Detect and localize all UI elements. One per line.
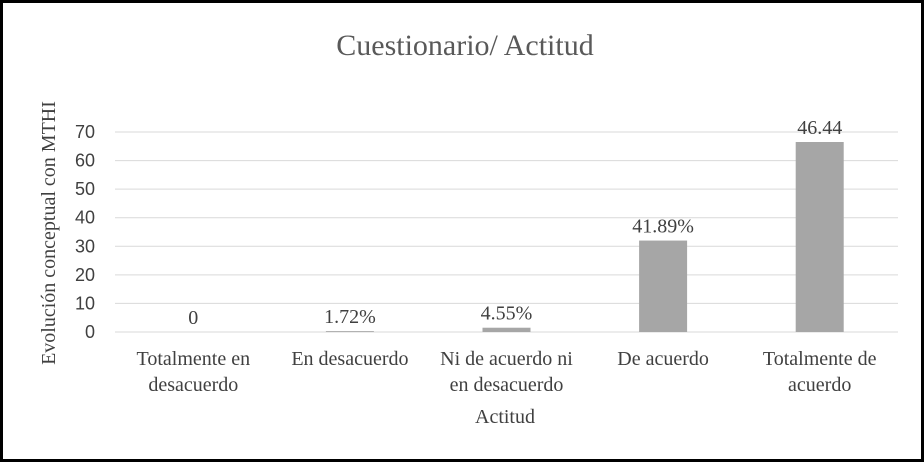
category-label-4: Totalmente de	[763, 348, 877, 370]
bars	[325, 142, 844, 332]
chart-title: Cuestionario/ Actitud	[336, 29, 593, 62]
data-label-0: 0	[188, 307, 198, 329]
x-axis-title: Actitud	[475, 406, 535, 428]
y-tick-label: 30	[75, 236, 95, 256]
category-label-3: De acuerdo	[617, 348, 709, 370]
data-label-4: 46.44	[797, 117, 842, 139]
y-tick-label: 70	[75, 122, 95, 142]
category-label-2: en desacuerdo	[450, 374, 564, 396]
category-label-0: desacuerdo	[148, 374, 238, 396]
data-label-1: 1.72%	[324, 306, 376, 328]
y-tick-label: 0	[85, 322, 95, 342]
data-label-2: 4.55%	[481, 303, 533, 325]
category-label-1: En desacuerdo	[291, 348, 408, 370]
data-label-3: 41.89%	[632, 216, 694, 238]
bar-2	[482, 327, 531, 332]
category-label-0: Totalmente en	[137, 348, 251, 370]
bar-1	[325, 331, 374, 332]
data-labels: 0 1.72% 4.55% 41.89% 46.44	[188, 117, 842, 329]
bar-chart: Cuestionario/ Actitud 0 10 20 30 40 50 60 70 0 1…	[38, 29, 898, 428]
bar-4	[795, 142, 844, 332]
category-label-4: acuerdo	[788, 374, 851, 396]
y-tick-label: 20	[75, 265, 95, 285]
y-tick-label: 10	[75, 293, 95, 313]
bar-3	[639, 240, 688, 332]
y-tick-label: 50	[75, 179, 95, 199]
gridlines	[115, 131, 898, 333]
x-axis-categories: Totalmente en desacuerdo En desacuerdo Ni d…	[137, 348, 877, 396]
y-tick-label: 40	[75, 208, 95, 228]
category-label-2: Ni de acuerdo ni	[440, 348, 573, 370]
y-tick-label: 60	[75, 151, 95, 171]
y-axis-title: Evolución conceptual con MTHI	[38, 101, 60, 365]
y-axis-ticks: 0 10 20 30 40 50 60 70	[75, 122, 95, 342]
